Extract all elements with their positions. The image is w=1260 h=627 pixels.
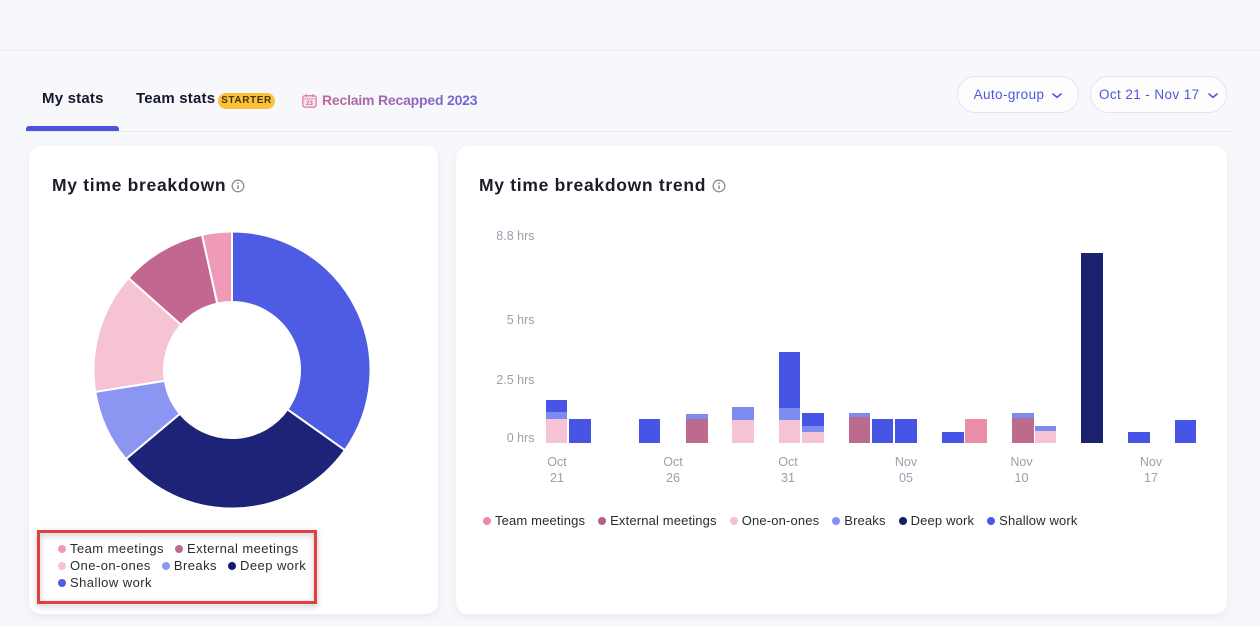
svg-text:23: 23 <box>306 101 313 107</box>
